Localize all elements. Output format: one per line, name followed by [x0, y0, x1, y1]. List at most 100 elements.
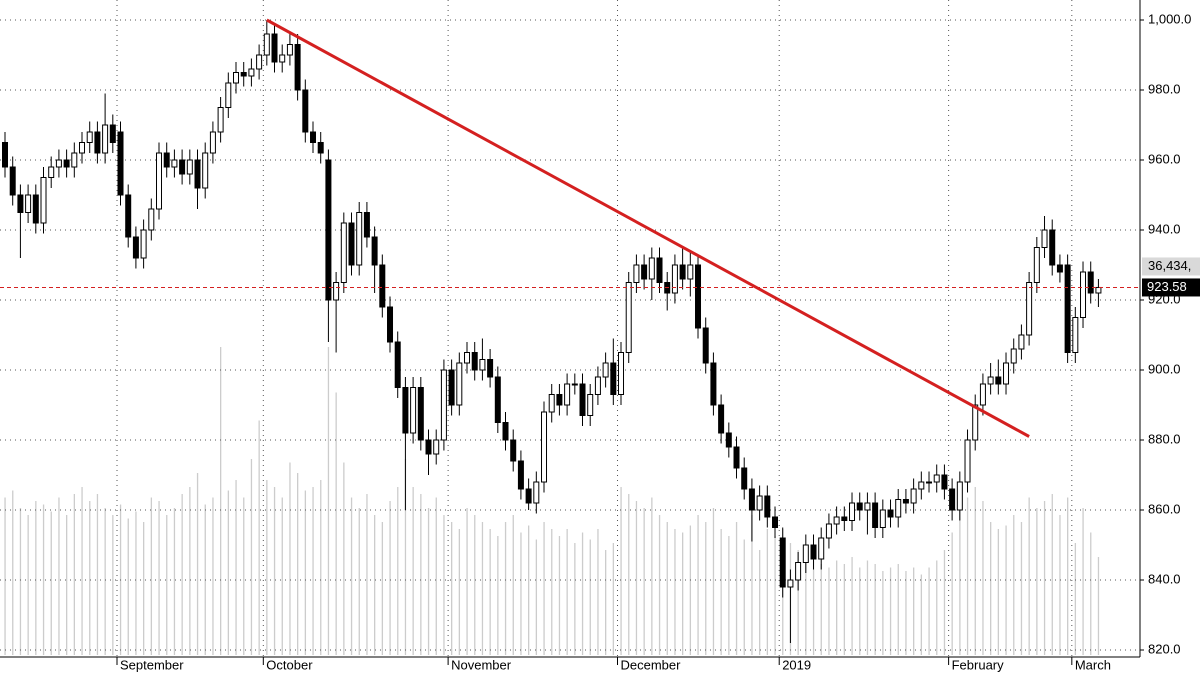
- candle-body: [148, 208, 155, 231]
- y-tick-label: 840.0: [1148, 571, 1181, 586]
- candle-body: [279, 54, 286, 63]
- candle-body: [902, 499, 909, 504]
- candle-body: [394, 341, 401, 388]
- candle-body: [217, 107, 224, 133]
- candle-body: [417, 387, 424, 441]
- candle-body: [410, 387, 417, 434]
- candle-body: [494, 376, 501, 423]
- volume-bar: [897, 564, 899, 655]
- candle-body: [879, 509, 886, 528]
- candle-body: [872, 502, 879, 528]
- volume-bar: [4, 497, 6, 655]
- candle-body: [702, 327, 709, 364]
- volume-bar: [820, 564, 822, 655]
- candle-body: [487, 359, 494, 378]
- x-tick-label: 2019: [782, 657, 811, 672]
- volume-bar: [335, 392, 337, 655]
- volume-layer: [4, 347, 1100, 655]
- volume-bar: [66, 515, 68, 655]
- candle-body: [1095, 286, 1102, 294]
- volume-bar: [19, 508, 22, 655]
- candle-body: [256, 54, 263, 70]
- candle-body: [602, 362, 609, 378]
- volume-bar: [150, 497, 153, 655]
- candle-body: [517, 460, 524, 490]
- volume-bar: [397, 487, 399, 655]
- trendline: [266, 18, 1030, 438]
- candle-body: [725, 432, 732, 448]
- volume-bar: [974, 487, 976, 655]
- candle-body: [209, 131, 216, 154]
- candle-body: [548, 394, 555, 413]
- candle-body: [233, 72, 240, 84]
- volume-bar: [281, 497, 283, 655]
- candle-body: [117, 131, 124, 196]
- volume-bar: [1082, 508, 1084, 655]
- candle-body: [926, 481, 933, 484]
- candle-body: [979, 383, 986, 406]
- volume-bar: [936, 560, 938, 655]
- candle-body: [695, 264, 702, 329]
- volume-bar: [543, 522, 545, 655]
- volume-bar: [173, 508, 176, 655]
- volume-bar: [420, 494, 422, 655]
- volume-bar: [227, 490, 230, 655]
- candle-body: [1018, 334, 1025, 350]
- candle-body: [748, 488, 755, 511]
- volume-bar: [1020, 522, 1023, 655]
- volume-bar: [528, 525, 530, 655]
- volume-bar: [851, 557, 853, 655]
- candle-body: [718, 404, 725, 434]
- candle-body: [55, 159, 62, 168]
- volume-bar: [212, 497, 214, 655]
- volume-bar: [1036, 508, 1038, 655]
- candle-body: [171, 159, 178, 168]
- candle-body: [779, 537, 786, 588]
- candle-body: [1080, 271, 1087, 318]
- volume-bar: [635, 501, 638, 655]
- volume-bar: [697, 515, 699, 655]
- candle-body: [933, 474, 940, 483]
- candle-body: [202, 152, 209, 189]
- candle-body: [541, 411, 548, 483]
- volume-bar: [404, 459, 407, 655]
- candle-body: [348, 222, 355, 266]
- candle-body: [102, 124, 109, 154]
- volume-bar: [628, 494, 630, 655]
- candle-body: [240, 72, 247, 77]
- volume-bar: [1005, 525, 1007, 655]
- candle-body: [887, 509, 894, 518]
- volume-bar: [96, 494, 99, 655]
- volume-bar: [728, 536, 730, 655]
- volume-bar: [112, 515, 114, 655]
- candle-body: [941, 474, 948, 490]
- candle-body: [286, 44, 293, 56]
- candle-body: [17, 194, 24, 213]
- candle-body: [471, 352, 478, 371]
- candle-body: [402, 387, 409, 434]
- x-tick-label: October: [266, 657, 313, 672]
- candle-body: [1056, 264, 1063, 273]
- candle-body: [510, 439, 517, 462]
- volume-bar: [27, 515, 29, 655]
- volume-bar: [81, 487, 83, 655]
- volume-bar: [297, 473, 299, 655]
- y-tick-label: 1,000.0: [1148, 11, 1191, 26]
- candle-body: [32, 194, 39, 224]
- volume-bar: [558, 536, 561, 655]
- volume-bar: [735, 522, 738, 655]
- candle-body: [741, 467, 748, 490]
- volume-bar: [320, 480, 322, 655]
- candle-body: [132, 236, 139, 259]
- candle-body: [964, 439, 971, 483]
- candle-body: [671, 264, 678, 294]
- volume-bar: [581, 532, 584, 655]
- candle-body: [1049, 229, 1056, 266]
- candle-body: [910, 488, 917, 504]
- volume-bar: [181, 494, 183, 655]
- volume-bar: [366, 494, 368, 655]
- volume-bar: [774, 536, 776, 655]
- candle-body: [63, 159, 70, 168]
- volume-bar: [920, 574, 923, 655]
- candle-body: [825, 523, 832, 539]
